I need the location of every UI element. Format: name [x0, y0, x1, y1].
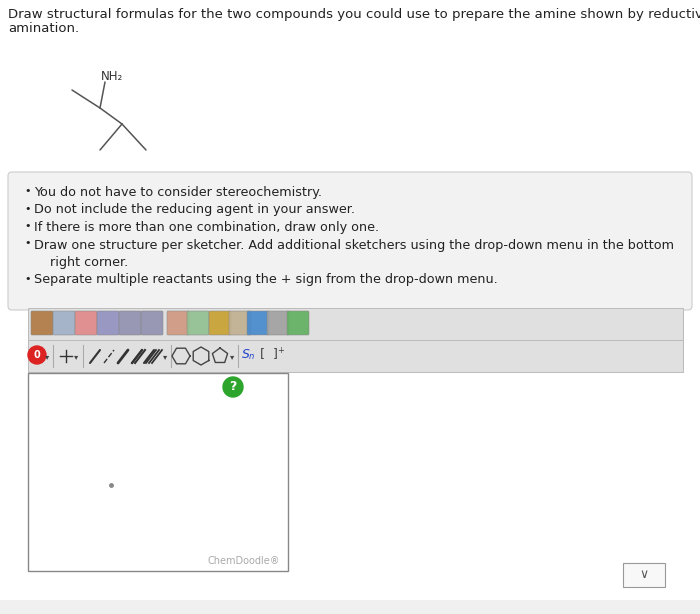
FancyBboxPatch shape [28, 340, 683, 372]
Text: Draw one structure per sketcher. Add additional sketchers using the drop-down me: Draw one structure per sketcher. Add add… [34, 238, 674, 252]
Text: amination.: amination. [8, 22, 79, 35]
FancyBboxPatch shape [229, 311, 251, 335]
Text: n: n [249, 352, 254, 361]
FancyBboxPatch shape [287, 311, 309, 335]
Text: ▾: ▾ [163, 352, 167, 362]
FancyBboxPatch shape [28, 373, 288, 571]
Text: NH₂: NH₂ [101, 70, 123, 83]
Text: If there is more than one combination, draw only one.: If there is more than one combination, d… [34, 221, 379, 234]
Text: ▾: ▾ [74, 352, 78, 362]
Text: ?: ? [230, 381, 237, 394]
Circle shape [28, 346, 46, 364]
Text: 0: 0 [34, 350, 41, 360]
Text: ∨: ∨ [639, 569, 649, 581]
Text: You do not have to consider stereochemistry.: You do not have to consider stereochemis… [34, 186, 322, 199]
FancyBboxPatch shape [97, 311, 119, 335]
FancyBboxPatch shape [0, 600, 700, 614]
Text: ▾: ▾ [230, 352, 234, 362]
FancyBboxPatch shape [119, 311, 141, 335]
FancyBboxPatch shape [247, 311, 269, 335]
FancyBboxPatch shape [8, 172, 692, 310]
FancyBboxPatch shape [267, 311, 289, 335]
Text: S: S [242, 348, 250, 361]
Text: •: • [24, 238, 31, 249]
Text: •: • [24, 203, 31, 214]
Text: [  ]: [ ] [260, 347, 278, 360]
FancyBboxPatch shape [209, 311, 231, 335]
Text: ChemDoodle®: ChemDoodle® [207, 556, 280, 566]
Text: •: • [24, 186, 31, 196]
FancyBboxPatch shape [31, 311, 53, 335]
FancyBboxPatch shape [28, 308, 683, 340]
FancyBboxPatch shape [187, 311, 209, 335]
Text: Do not include the reducing agent in your answer.: Do not include the reducing agent in you… [34, 203, 355, 217]
FancyBboxPatch shape [141, 311, 163, 335]
FancyBboxPatch shape [167, 311, 189, 335]
Text: ▾: ▾ [45, 352, 49, 362]
Text: •: • [24, 273, 31, 284]
Text: Draw structural formulas for the two compounds you could use to prepare the amin: Draw structural formulas for the two com… [8, 8, 700, 21]
Circle shape [223, 377, 243, 397]
Text: right corner.: right corner. [34, 256, 128, 269]
Text: •: • [24, 221, 31, 231]
FancyBboxPatch shape [53, 311, 75, 335]
Text: Separate multiple reactants using the + sign from the drop-down menu.: Separate multiple reactants using the + … [34, 273, 498, 287]
FancyBboxPatch shape [75, 311, 97, 335]
FancyBboxPatch shape [623, 563, 665, 587]
Text: +: + [277, 346, 284, 355]
